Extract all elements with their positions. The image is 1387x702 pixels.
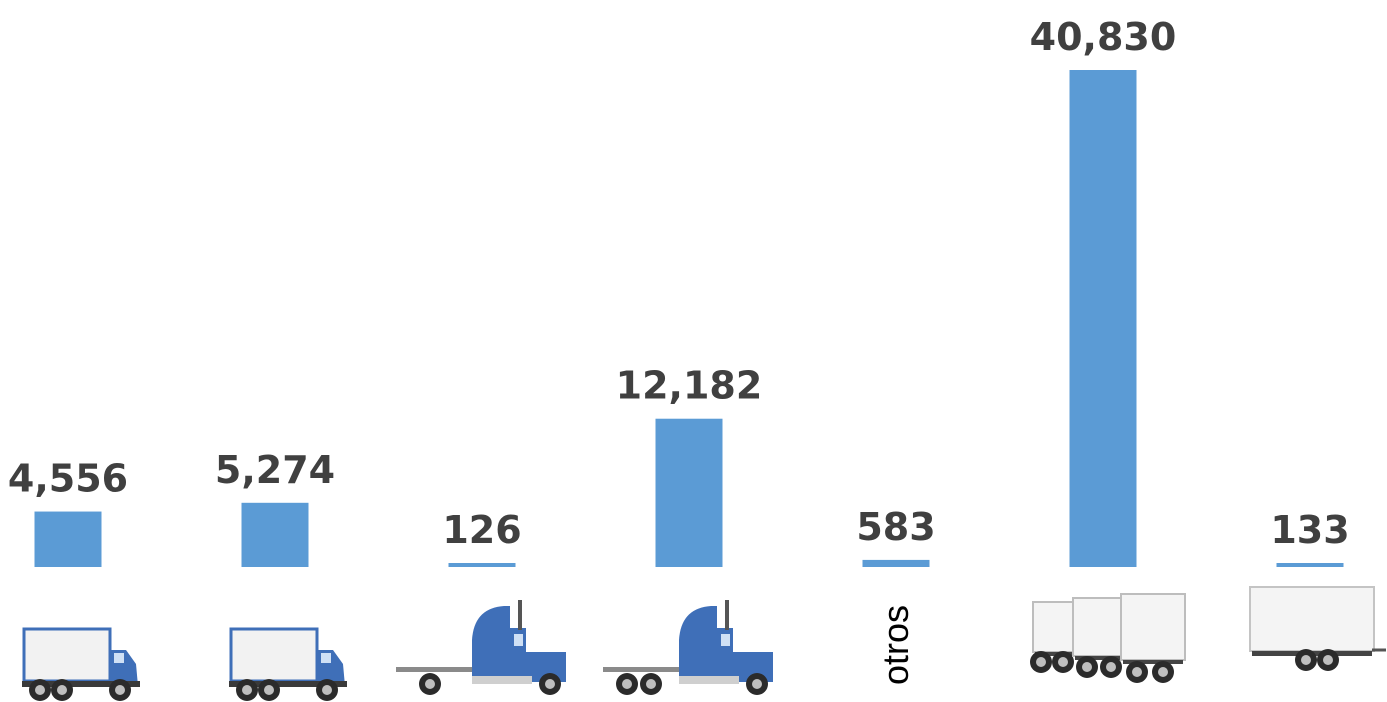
semi-trailers-icon — [1030, 593, 1186, 683]
bar-1 — [241, 502, 309, 567]
bar-6 — [1276, 563, 1344, 567]
value-label-3: 12,182 — [616, 364, 763, 408]
bar-0 — [34, 511, 102, 567]
value-label-2: 126 — [442, 508, 521, 552]
trailer-icon — [1249, 586, 1386, 671]
tractor-tandem-axle-icon — [603, 600, 773, 695]
tractor-single-axle-icon — [396, 600, 566, 695]
bar-3 — [655, 418, 723, 567]
bar-2 — [448, 563, 516, 567]
value-label-0: 4,556 — [8, 457, 128, 501]
bar-5 — [1069, 70, 1137, 567]
value-label-1: 5,274 — [215, 448, 335, 492]
bar-4 — [862, 559, 930, 567]
value-label-4: 583 — [856, 505, 935, 549]
box-truck-icon — [229, 627, 347, 701]
category-icons-group: otros — [22, 586, 1386, 701]
category-label-4: otros — [875, 605, 916, 685]
value-label-5: 40,830 — [1030, 15, 1177, 59]
box-truck-icon — [22, 627, 140, 701]
bars-group — [34, 70, 1344, 567]
value-label-6: 133 — [1270, 508, 1349, 552]
value-labels-group: 4,556 5,274 126 12,182 583 40,830 133 — [8, 15, 1350, 552]
